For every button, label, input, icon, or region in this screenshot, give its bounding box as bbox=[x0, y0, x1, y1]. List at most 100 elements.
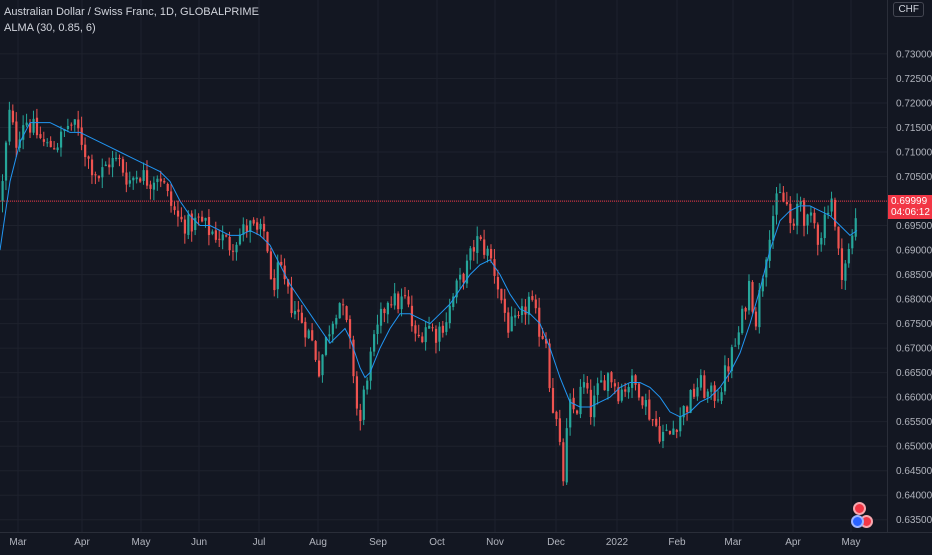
candle-body bbox=[569, 399, 572, 428]
candle bbox=[710, 382, 713, 400]
candle bbox=[689, 389, 692, 414]
earnings-event-icon[interactable] bbox=[853, 502, 866, 515]
candle bbox=[847, 243, 850, 268]
event-markers[interactable] bbox=[850, 502, 880, 532]
time-tick-label: Apr bbox=[74, 537, 90, 548]
candle-body bbox=[431, 327, 434, 329]
candle-body bbox=[816, 224, 819, 245]
symbol-title[interactable]: Australian Dollar / Swiss Franc, 1D, GLO… bbox=[4, 6, 259, 18]
time-axis[interactable]: Mar Apr May Jun Jul Aug Sep Oct Nov Dec 2022 Feb Mar… bbox=[9, 537, 860, 548]
candle bbox=[803, 197, 806, 237]
candle bbox=[531, 290, 534, 302]
price-tick-label: 0.71000 bbox=[896, 148, 932, 159]
candle bbox=[11, 104, 15, 125]
candle bbox=[510, 306, 513, 332]
candle bbox=[455, 278, 458, 304]
candle-body bbox=[183, 219, 187, 234]
candle-body bbox=[242, 224, 245, 235]
time-tick-label: 2022 bbox=[606, 537, 629, 548]
candle-body bbox=[606, 373, 610, 392]
candle-body bbox=[631, 375, 634, 388]
candle bbox=[809, 206, 813, 223]
candle-body bbox=[235, 244, 238, 253]
candle bbox=[517, 311, 520, 319]
candle bbox=[717, 390, 720, 403]
candle bbox=[641, 396, 644, 409]
candle-body bbox=[699, 375, 703, 388]
candle bbox=[500, 288, 503, 304]
candle-body bbox=[686, 406, 689, 413]
candle-body bbox=[163, 180, 166, 183]
candle bbox=[675, 428, 678, 439]
candle-body bbox=[283, 265, 286, 280]
candle bbox=[335, 314, 338, 329]
candle-body bbox=[517, 314, 520, 316]
alma-line bbox=[0, 122, 858, 418]
candle-body bbox=[11, 110, 15, 123]
candle bbox=[668, 430, 672, 436]
candle-body bbox=[741, 308, 744, 334]
candle bbox=[331, 321, 334, 343]
candle bbox=[342, 298, 345, 316]
candle bbox=[434, 325, 438, 354]
candle bbox=[94, 171, 97, 185]
price-axis[interactable]: 0.73000 0.72500 0.72000 0.71500 0.71000 0.705… bbox=[896, 49, 932, 526]
candle-body bbox=[311, 330, 314, 341]
candle-body bbox=[407, 296, 410, 305]
candle-body bbox=[194, 217, 197, 231]
candle-body bbox=[352, 339, 355, 377]
candle bbox=[180, 207, 183, 223]
candle-body bbox=[531, 296, 534, 300]
candle bbox=[651, 419, 654, 427]
candle bbox=[53, 141, 56, 150]
candle bbox=[194, 209, 197, 236]
candle bbox=[789, 196, 792, 234]
candle bbox=[290, 276, 293, 318]
candle bbox=[469, 245, 472, 270]
candle-body bbox=[331, 323, 334, 335]
news-event-icon[interactable] bbox=[851, 515, 864, 528]
candle bbox=[575, 409, 579, 415]
candle bbox=[579, 379, 582, 419]
grid-lines bbox=[0, 0, 887, 532]
candle-body bbox=[854, 218, 857, 237]
candle-body bbox=[655, 418, 658, 426]
candle bbox=[655, 410, 658, 428]
price-tick-label: 0.66000 bbox=[896, 393, 932, 404]
candle-body bbox=[324, 336, 328, 355]
candle bbox=[397, 291, 400, 314]
candle bbox=[410, 295, 414, 332]
candle-body bbox=[290, 287, 293, 314]
candle-body bbox=[551, 388, 555, 413]
candle bbox=[679, 407, 682, 437]
candle bbox=[799, 196, 802, 212]
candle bbox=[383, 307, 386, 323]
candle bbox=[390, 296, 393, 308]
candle bbox=[706, 388, 709, 403]
candle-body bbox=[785, 202, 789, 205]
candle bbox=[221, 225, 224, 250]
candle bbox=[699, 369, 703, 391]
candle-body bbox=[503, 298, 506, 313]
candle bbox=[514, 308, 517, 327]
candle-body bbox=[562, 442, 565, 482]
candle bbox=[280, 254, 283, 267]
candle bbox=[613, 378, 617, 395]
candle bbox=[603, 375, 606, 391]
candle bbox=[792, 218, 795, 230]
candle-body bbox=[145, 170, 149, 186]
candle bbox=[596, 377, 599, 405]
candle bbox=[421, 332, 424, 344]
candle bbox=[307, 328, 310, 340]
price-tick-label: 0.64000 bbox=[896, 491, 932, 502]
currency-badge[interactable]: CHF bbox=[893, 2, 924, 17]
last-price-value: 0.69999 bbox=[891, 196, 928, 208]
candle bbox=[276, 254, 279, 299]
alma-indicator-label[interactable]: ALMA (30, 0.85, 6) bbox=[4, 22, 96, 34]
candle bbox=[304, 317, 307, 347]
candle bbox=[149, 180, 152, 200]
candle bbox=[534, 294, 537, 314]
candle bbox=[348, 315, 352, 349]
